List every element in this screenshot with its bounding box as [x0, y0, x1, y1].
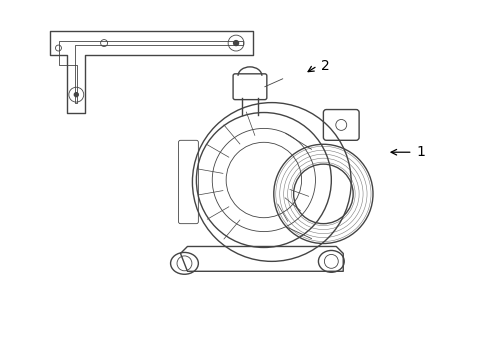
Circle shape: [74, 93, 78, 96]
Text: 2: 2: [321, 59, 330, 73]
Text: 1: 1: [416, 145, 425, 159]
Circle shape: [234, 41, 239, 46]
